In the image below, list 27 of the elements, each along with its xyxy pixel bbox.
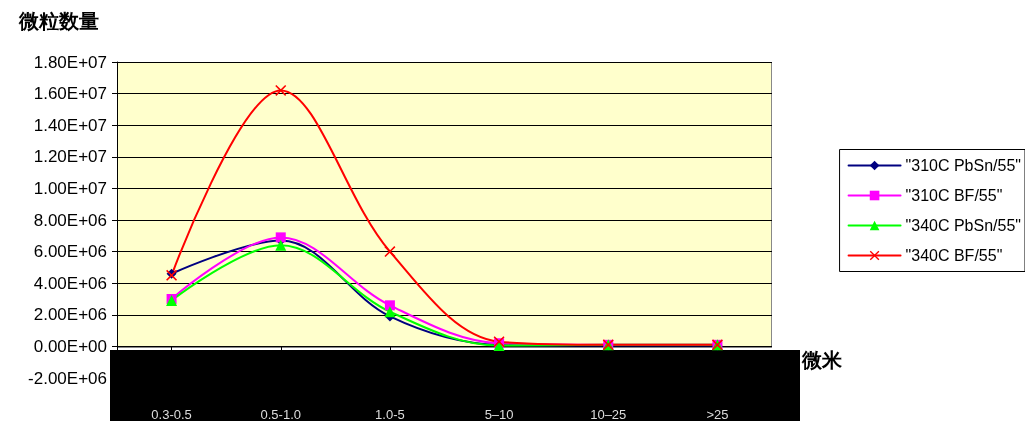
x-tick-label: 0.3-0.5	[151, 407, 192, 421]
x-tick-label: 0.5-1.0	[260, 407, 301, 421]
y-tick-label: 1.80E+07	[33, 52, 107, 72]
x-tick-label: 5–10	[484, 407, 514, 421]
point	[384, 306, 396, 318]
y-tick-label: 0.00E+00	[33, 336, 107, 356]
x-tick-label: 1.0-5	[375, 407, 405, 421]
y-tick-label: 8.00E+06	[33, 210, 107, 230]
y-tick-label: 6.00E+06	[33, 242, 107, 262]
y-tick-label: 1.60E+07	[33, 84, 107, 104]
y-tick-label: 1.40E+07	[33, 115, 107, 135]
legend-label: "310C PbSn/55"	[905, 157, 1021, 174]
legend-label: "340C BF/55"	[905, 247, 1003, 264]
point	[275, 84, 287, 96]
y-tick-label: -2.00E+06	[28, 368, 107, 388]
y-tick-label: 1.20E+07	[33, 147, 107, 167]
x-axis-title: 微米	[801, 348, 843, 373]
x-tick-label: 10–25	[590, 407, 627, 421]
y-tick-label: 2.00E+06	[33, 305, 107, 325]
legend-label: "340C PbSn/55"	[905, 217, 1021, 234]
point	[384, 246, 396, 258]
legend-label: "310C BF/55"	[905, 187, 1003, 204]
point	[384, 300, 395, 311]
chart-title: 微粒数量	[18, 9, 99, 33]
y-tick-label: 1.00E+07	[33, 178, 107, 198]
y-tick-label: 4.00E+06	[33, 273, 107, 293]
x-tick-label: >25	[706, 407, 729, 421]
